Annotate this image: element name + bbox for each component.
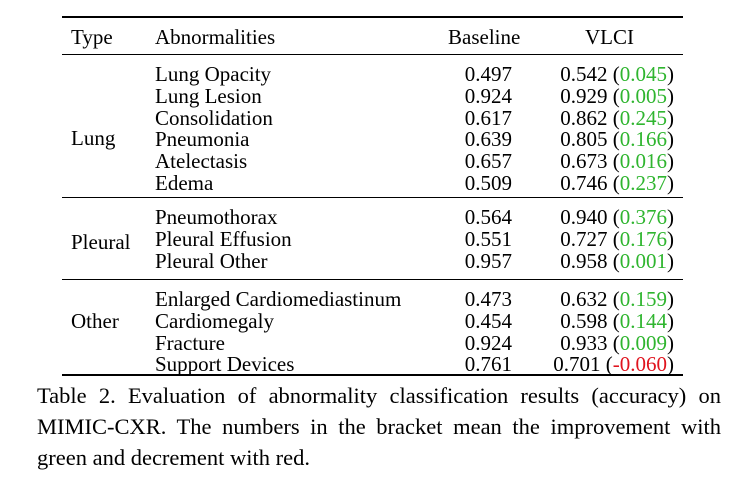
vlci-cell: 0.598 (0.144) — [560, 308, 674, 333]
table-caption: Table 2. Evaluation of abnormality class… — [37, 383, 721, 470]
header-abnormalities: Abnormalities — [155, 25, 276, 49]
vlci-cell: 0.958 (0.001) — [560, 248, 674, 273]
baseline-value: 0.957 — [464, 248, 512, 273]
vlci-value: 0.805 — [560, 127, 608, 152]
improvement-value: 0.245 — [619, 105, 667, 130]
vlci-cell: 0.701 (-0.060) — [553, 352, 674, 377]
vlci-value: 0.542 — [560, 62, 608, 86]
baseline-value: 0.639 — [464, 127, 512, 152]
baseline-value: 0.551 — [464, 226, 512, 251]
improvement-value: 0.144 — [619, 308, 667, 333]
vlci-value: 0.632 — [560, 287, 608, 311]
vlci-cell: 0.632 (0.159) — [560, 287, 674, 311]
abnormality-name: Support Devices — [155, 352, 295, 377]
vlci-cell: 0.542 (0.045) — [560, 62, 674, 86]
baseline-value: 0.924 — [464, 83, 512, 108]
group-rule-pleural — [62, 279, 683, 280]
vlci-cell: 0.929 (0.005) — [560, 83, 674, 108]
abnormality-name: Lung Lesion — [155, 83, 262, 108]
baseline-value: 0.454 — [464, 308, 512, 333]
abnormality-name: Pleural Other — [155, 248, 268, 273]
improvement-value: 0.166 — [619, 127, 667, 152]
abnormality-name: Consolidation — [155, 105, 273, 130]
baseline-value: 0.473 — [464, 287, 512, 311]
vlci-value: 0.862 — [560, 105, 608, 130]
abnormality-name: Pneumonia — [155, 127, 250, 152]
header-baseline: Baseline — [448, 25, 521, 49]
group-type-label: Other — [71, 309, 119, 333]
baseline-value: 0.509 — [464, 171, 512, 195]
header-type: Type — [71, 25, 113, 49]
abnormality-name: Enlarged Cardiomediastinum — [155, 287, 402, 311]
baseline-value: 0.761 — [464, 352, 512, 377]
abnormality-name: Pneumothorax — [155, 205, 278, 229]
baseline-value: 0.497 — [464, 62, 512, 86]
abnormality-name: Edema — [155, 171, 214, 195]
vlci-value: 0.933 — [560, 330, 608, 355]
vlci-value: 0.673 — [560, 149, 608, 174]
vlci-cell: 0.940 (0.376) — [560, 205, 674, 229]
improvement-value: 0.176 — [619, 226, 667, 251]
group-rule-lung — [62, 197, 683, 198]
vlci-cell: 0.805 (0.166) — [560, 127, 674, 152]
baseline-value: 0.564 — [464, 205, 512, 229]
improvement-value: 0.376 — [619, 205, 667, 229]
vlci-value: 0.929 — [560, 83, 608, 108]
vlci-cell: 0.673 (0.016) — [560, 149, 674, 174]
header-rule — [62, 54, 683, 55]
improvement-value: 0.005 — [619, 83, 667, 108]
vlci-cell: 0.727 (0.176) — [560, 226, 674, 251]
decrement-value: -0.060 — [612, 352, 667, 377]
header-vlci: VLCI — [585, 25, 634, 49]
baseline-value: 0.657 — [464, 149, 512, 174]
vlci-value: 0.701 — [553, 352, 601, 377]
abnormality-name: Atelectasis — [155, 149, 248, 174]
abnormality-name: Fracture — [155, 330, 225, 355]
vlci-cell: 0.746 (0.237) — [560, 171, 674, 195]
group-type-label: Pleural — [71, 230, 131, 254]
baseline-value: 0.924 — [464, 330, 512, 355]
vlci-value: 0.598 — [560, 308, 608, 333]
abnormality-name: Lung Opacity — [155, 62, 272, 86]
improvement-value: 0.009 — [619, 330, 667, 355]
improvement-value: 0.159 — [619, 287, 667, 311]
vlci-value: 0.958 — [560, 248, 608, 273]
top-rule — [62, 16, 683, 18]
vlci-value: 0.746 — [560, 171, 608, 195]
improvement-value: 0.237 — [619, 171, 667, 195]
vlci-value: 0.727 — [560, 226, 608, 251]
improvement-value: 0.001 — [619, 248, 667, 273]
abnormality-name: Cardiomegaly — [155, 308, 274, 333]
group-type-label: Lung — [71, 126, 116, 150]
vlci-value: 0.940 — [560, 205, 608, 229]
improvement-value: 0.016 — [619, 149, 667, 174]
bottom-rule — [62, 374, 683, 376]
baseline-value: 0.617 — [464, 105, 512, 130]
vlci-cell: 0.862 (0.245) — [560, 105, 674, 130]
improvement-value: 0.045 — [619, 62, 667, 86]
vlci-cell: 0.933 (0.009) — [560, 330, 674, 355]
abnormality-name: Pleural Effusion — [155, 226, 292, 251]
